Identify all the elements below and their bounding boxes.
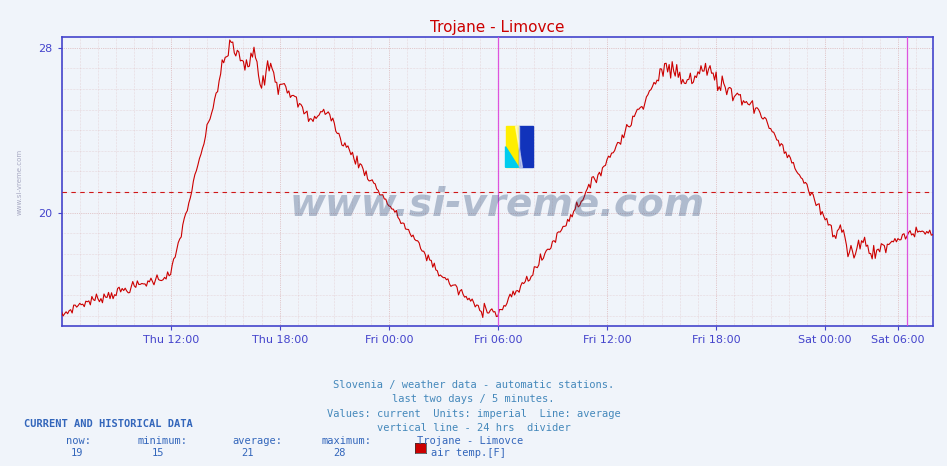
Polygon shape [515,126,523,167]
Text: now:: now: [66,436,91,445]
Text: Slovenia / weather data - automatic stations.
last two days / 5 minutes.
Values:: Slovenia / weather data - automatic stat… [327,380,620,433]
Text: 19: 19 [71,448,83,458]
Text: www.si-vreme.com: www.si-vreme.com [290,186,705,224]
Text: minimum:: minimum: [137,436,188,445]
Text: Trojane - Limovce: Trojane - Limovce [417,436,523,445]
Text: 21: 21 [241,448,254,458]
Text: maximum:: maximum: [322,436,372,445]
Text: 15: 15 [152,448,164,458]
Text: CURRENT AND HISTORICAL DATA: CURRENT AND HISTORICAL DATA [24,419,192,429]
Title: Trojane - Limovce: Trojane - Limovce [430,20,564,35]
Text: 28: 28 [333,448,346,458]
Bar [519,126,533,167]
Text: average:: average: [232,436,282,445]
Bar [506,126,519,167]
Polygon shape [506,147,519,167]
Text: air temp.[F]: air temp.[F] [431,448,506,458]
Text: www.si-vreme.com: www.si-vreme.com [17,149,23,215]
